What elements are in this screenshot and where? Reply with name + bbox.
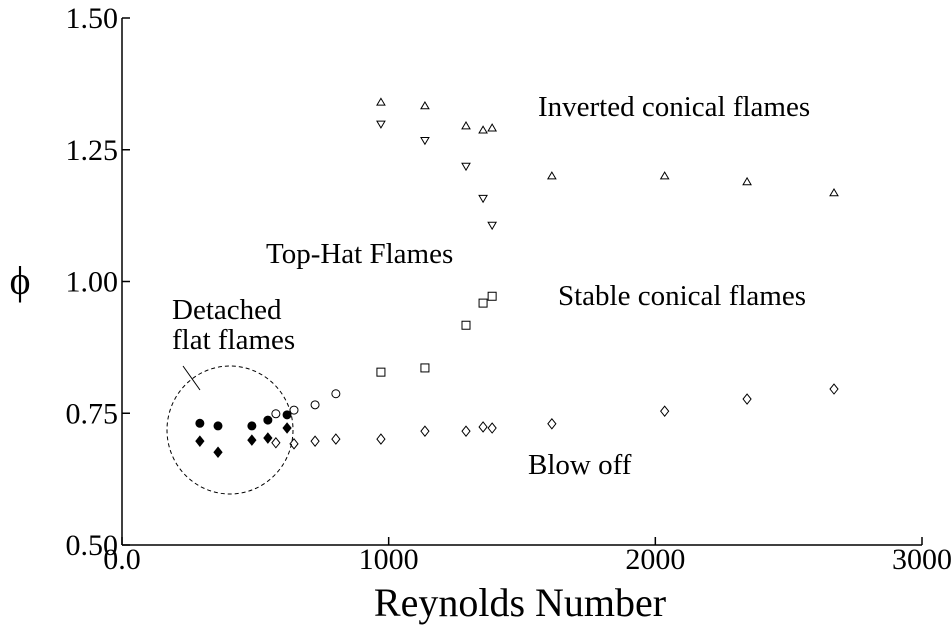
x-tick-label: 3000 xyxy=(892,543,952,576)
data-point xyxy=(331,389,341,399)
annotation: Top-Hat Flames xyxy=(266,238,453,270)
data-point xyxy=(213,446,223,459)
data-point xyxy=(213,421,223,431)
y-tick-label: 1.50 xyxy=(66,2,119,35)
data-point xyxy=(829,383,839,395)
x-tick-label: 1000 xyxy=(359,543,419,576)
data-point xyxy=(487,291,497,301)
data-point xyxy=(420,363,430,373)
data-point xyxy=(271,436,281,449)
data-point xyxy=(420,136,430,146)
annotation: Inverted conical flames xyxy=(538,91,810,123)
data-point xyxy=(487,221,498,231)
data-point xyxy=(310,400,320,410)
data-point xyxy=(376,367,386,377)
data-point xyxy=(310,435,320,447)
data-point xyxy=(478,298,488,308)
data-point xyxy=(420,101,430,110)
detached-region xyxy=(166,365,294,495)
x-tick-label: 0.0 xyxy=(103,543,141,576)
data-point xyxy=(247,421,257,431)
data-point xyxy=(461,425,471,437)
data-point xyxy=(478,125,488,134)
data-point xyxy=(461,320,471,330)
annotation: Blow off xyxy=(528,449,632,481)
data-point xyxy=(660,405,670,417)
data-point xyxy=(331,433,341,445)
data-point xyxy=(742,393,752,405)
data-point xyxy=(195,418,205,428)
data-point xyxy=(195,435,205,447)
data-point xyxy=(461,162,471,172)
data-point xyxy=(478,421,488,433)
x-tick-label: 2000 xyxy=(625,543,685,576)
annotation: flat flames xyxy=(172,324,295,356)
data-point xyxy=(546,171,557,180)
data-point xyxy=(282,422,292,434)
data-point xyxy=(420,425,430,437)
data-point xyxy=(289,405,299,415)
y-tick-label: 1.00 xyxy=(66,266,119,299)
data-point xyxy=(487,123,498,132)
data-point xyxy=(742,176,752,186)
data-point xyxy=(487,422,497,434)
data-point xyxy=(263,432,273,444)
x-axis-label: Reynolds Number xyxy=(374,580,666,625)
data-point xyxy=(376,120,386,129)
data-point xyxy=(659,171,670,180)
data-point xyxy=(376,433,386,445)
data-point xyxy=(282,410,292,420)
data-point xyxy=(478,194,488,204)
annotation: Stable conical flames xyxy=(558,280,806,312)
data-point xyxy=(829,187,839,197)
data-point xyxy=(461,121,471,130)
y-tick-label: 0.50 xyxy=(66,529,119,562)
y-tick-label: 1.25 xyxy=(66,134,119,167)
y-axis-label: ϕ xyxy=(9,258,30,303)
data-point xyxy=(247,434,257,446)
data-point xyxy=(547,417,557,430)
data-point xyxy=(271,409,281,419)
y-tick-label: 0.75 xyxy=(66,397,119,430)
data-point xyxy=(376,97,386,106)
data-point xyxy=(289,438,299,450)
pointer-line xyxy=(182,365,201,391)
data-point xyxy=(263,415,273,425)
annotation: Detached xyxy=(172,294,282,326)
